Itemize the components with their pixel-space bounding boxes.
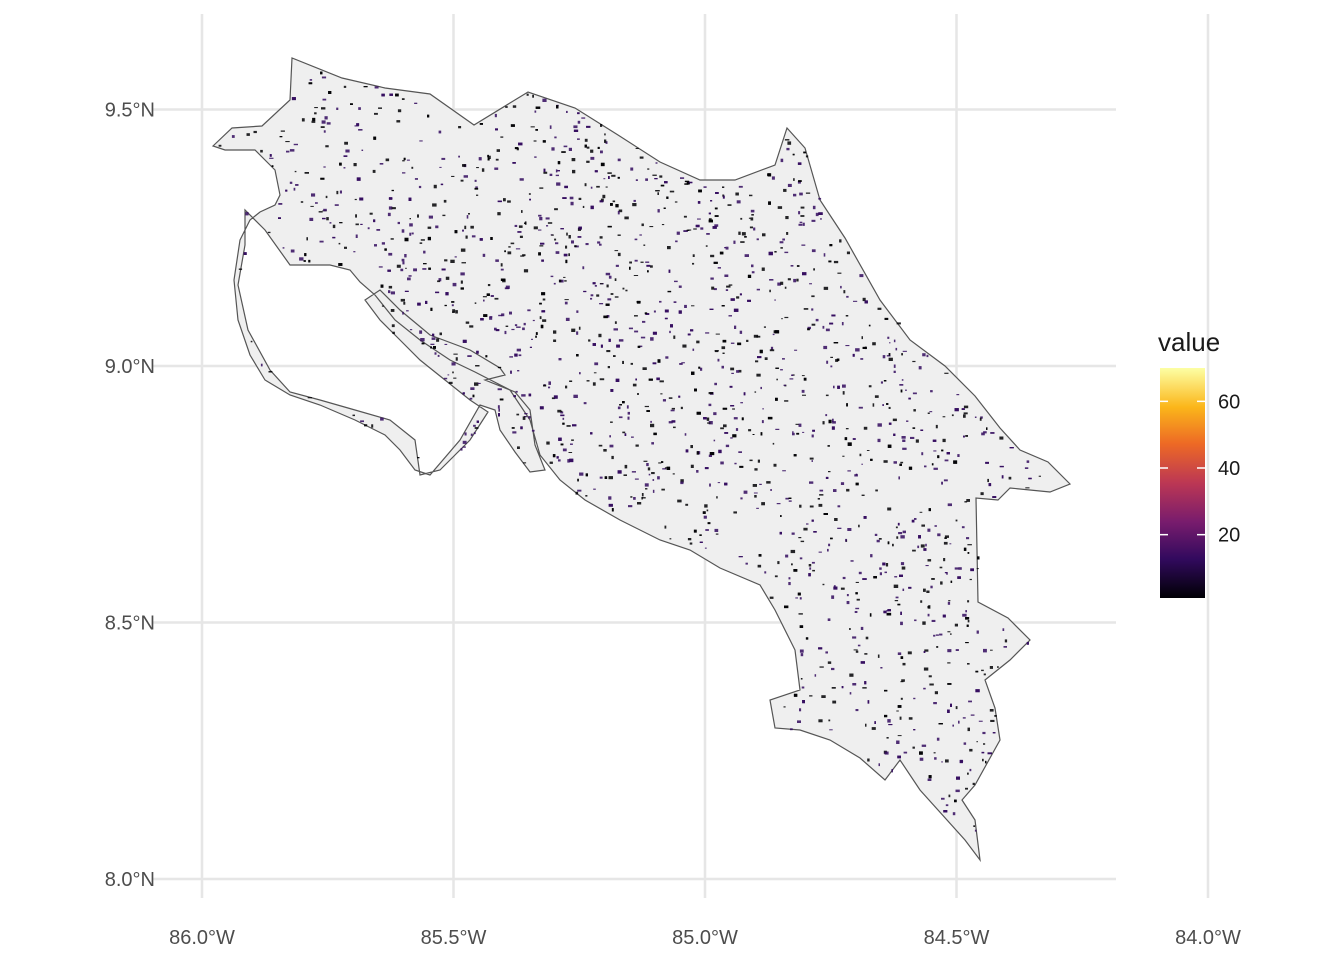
legend-title: value — [1158, 327, 1220, 357]
x-tick-label: 85.5°W — [421, 927, 487, 949]
y-tick-label: 9.0°N — [105, 356, 155, 378]
legend-colorbar — [1160, 368, 1205, 598]
y-tick-label: 9.5°N — [105, 100, 155, 122]
value-raster — [218, 71, 1041, 832]
x-tick-label: 85.0°W — [672, 927, 738, 949]
x-tick-label: 84.5°W — [924, 927, 990, 949]
country-outline — [211, 57, 1072, 863]
y-tick-label: 8.0°N — [105, 869, 155, 891]
legend: value 20 40 60 — [1158, 327, 1240, 598]
x-tick-label: 84.0°W — [1175, 927, 1241, 949]
y-tick-label: 8.5°N — [105, 613, 155, 635]
x-axis: 86.0°W85.5°W85.0°W84.5°W84.0°W83.5°W83.0… — [169, 927, 1241, 949]
x-tick-label: 86.0°W — [169, 927, 235, 949]
legend-labels: 20 40 60 — [1160, 391, 1240, 547]
legend-label: 60 — [1218, 391, 1240, 413]
y-axis: 8.0°N8.5°N9.0°N9.5°N10.0°N10.5°N11.0°N — [105, 100, 155, 892]
legend-label: 40 — [1218, 458, 1240, 480]
legend-label: 20 — [1218, 525, 1240, 547]
